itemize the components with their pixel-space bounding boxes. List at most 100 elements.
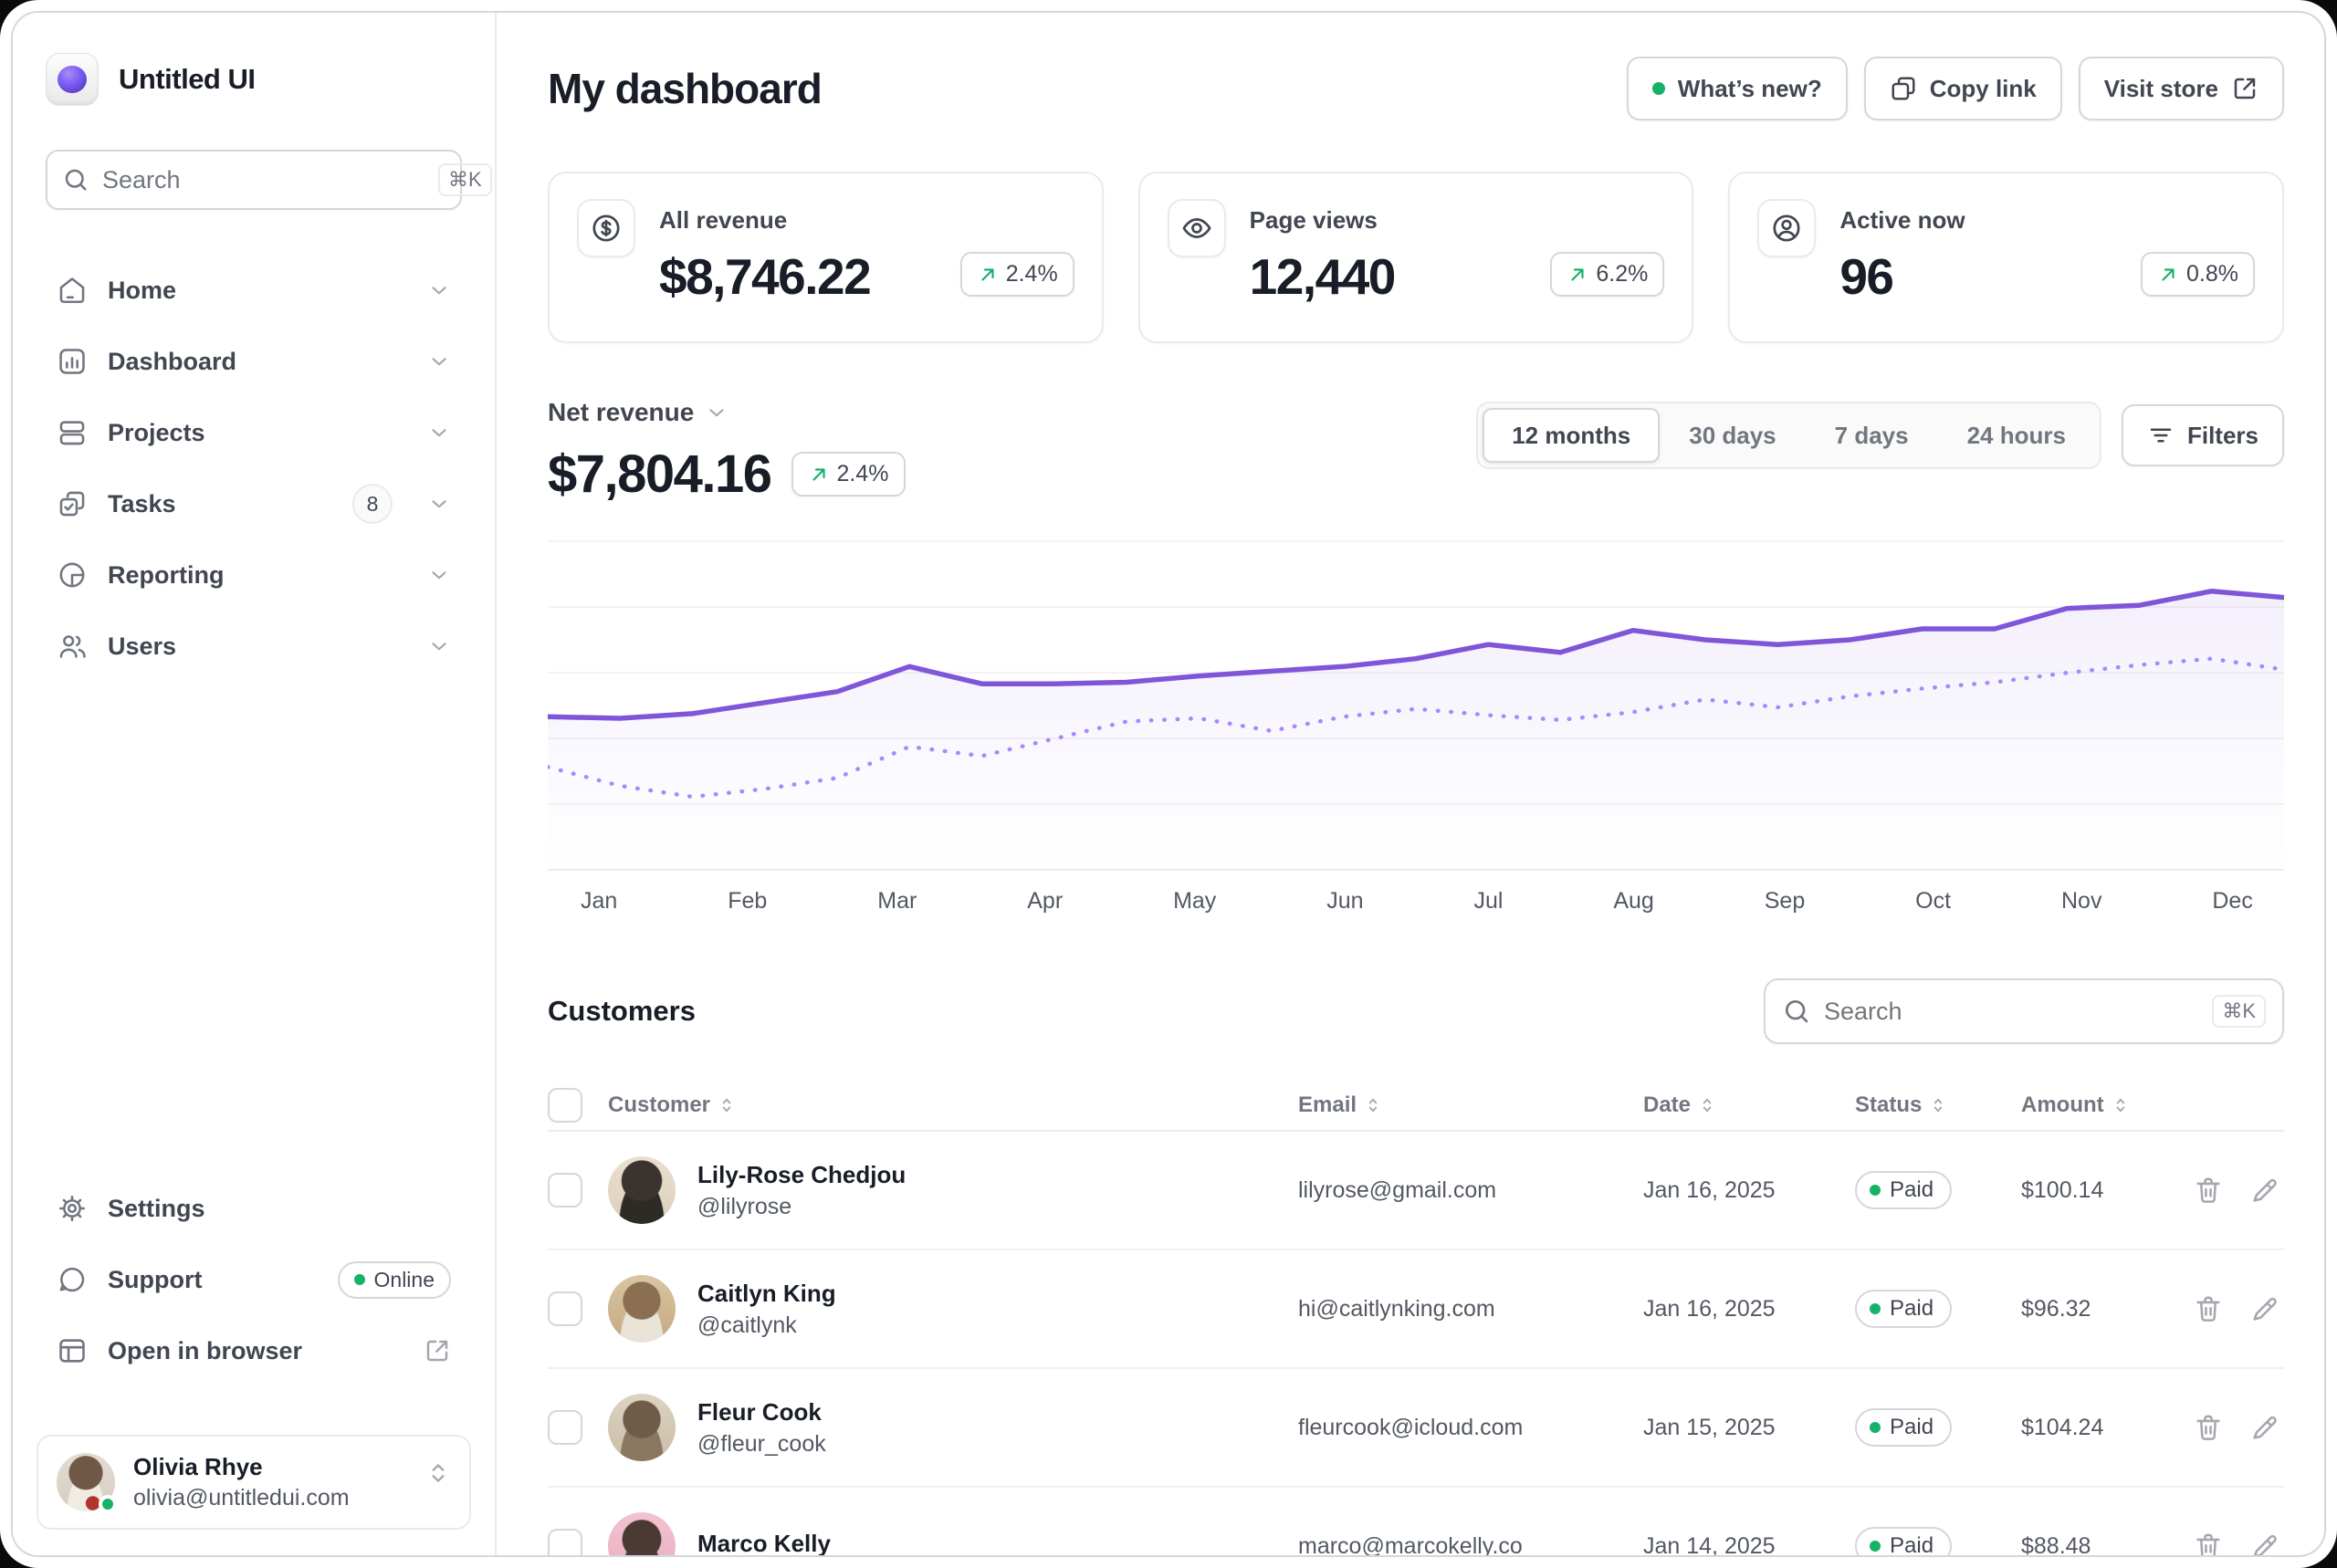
status-dot-icon [1870, 1422, 1881, 1433]
cell-email: hi@caitlynking.com [1298, 1295, 1495, 1322]
table-header-row: Customer Email Date Status Amount [548, 1081, 2284, 1132]
tab-24-hours[interactable]: 24 hours [1938, 408, 2095, 463]
trend-up-icon [977, 264, 999, 286]
gear-icon [57, 1193, 88, 1224]
users-icon [57, 631, 88, 662]
revenue-chart [548, 540, 2284, 873]
status-badge: Paid [1855, 1527, 1953, 1555]
user-circle-icon [1757, 199, 1817, 257]
cell-email: lilyrose@gmail.com [1298, 1176, 1497, 1203]
sort-icon [1698, 1096, 1716, 1114]
sidebar-item-support[interactable]: Support Online [46, 1250, 462, 1309]
cell-email: marco@marcokelly.co [1298, 1532, 1523, 1556]
edit-pencil-icon[interactable] [2249, 1293, 2280, 1324]
x-tick: Apr [1027, 888, 1064, 914]
row-checkbox[interactable] [548, 1173, 582, 1207]
customers-search-input[interactable]: ⌘K [1764, 978, 2284, 1044]
column-header-status[interactable]: Status [1855, 1092, 2021, 1118]
eye-icon [1167, 199, 1226, 257]
x-tick: Dec [2212, 888, 2253, 914]
column-header-email[interactable]: Email [1298, 1092, 1643, 1118]
cell-date: Jan 16, 2025 [1643, 1295, 1776, 1322]
tab-12-months[interactable]: 12 months [1483, 408, 1661, 463]
customers-title: Customers [548, 995, 696, 1027]
stat-card-all-revenue: All revenue $8,746.22 2.4% [548, 172, 1104, 343]
trash-icon[interactable] [2193, 1412, 2224, 1443]
status-dot-icon [1870, 1185, 1881, 1196]
sidebar-item-open-in-browser[interactable]: Open in browser [46, 1322, 462, 1380]
cell-email: fleurcook@icloud.com [1298, 1414, 1524, 1440]
sidebar-item-dashboard[interactable]: Dashboard [46, 332, 462, 391]
sort-icon [1364, 1096, 1382, 1114]
row-checkbox[interactable] [548, 1529, 582, 1555]
sidebar-item-home[interactable]: Home [46, 261, 462, 319]
rows-icon [57, 417, 88, 448]
visit-store-button[interactable]: Visit store [2078, 57, 2284, 120]
cell-amount: $88.48 [2021, 1532, 2091, 1556]
chevron-down-icon [427, 563, 451, 587]
sidebar-search-input[interactable]: ⌘K [46, 150, 492, 210]
pie-chart-icon [57, 559, 88, 591]
row-checkbox[interactable] [548, 1291, 582, 1326]
status-dot-icon [1870, 1303, 1881, 1314]
sidebar-item-reporting[interactable]: Reporting [46, 546, 462, 604]
header-actions: What’s new? Copy link Visit store [1626, 57, 2284, 120]
stat-card-active-now: Active now 96 0.8% [1728, 172, 2285, 343]
app-window: Untitled UI ⌘K Home [13, 13, 2324, 1555]
sidebar-nav: Home Dashboard Projects [46, 261, 462, 675]
user-email: olivia@untitledui.com [133, 1485, 350, 1511]
column-header-customer[interactable]: Customer [608, 1092, 1298, 1118]
edit-pencil-icon[interactable] [2249, 1175, 2280, 1206]
chevron-down-icon [705, 401, 728, 424]
filter-lines-icon [2147, 422, 2175, 449]
filters-button[interactable]: Filters [2121, 404, 2284, 466]
range-tab-group: 12 months 30 days 7 days 24 hours [1476, 402, 2101, 469]
range-controls: 12 months 30 days 7 days 24 hours Filter… [1476, 402, 2284, 469]
sidebar-item-tasks[interactable]: Tasks 8 [46, 475, 462, 533]
tab-7-days[interactable]: 7 days [1806, 408, 1938, 463]
x-tick: Jul [1473, 888, 1504, 914]
copy-link-button[interactable]: Copy link [1863, 57, 2062, 120]
table-row: Fleur Cook @fleur_cook fleurcook@icloud.… [548, 1369, 2284, 1488]
x-tick: Nov [2060, 888, 2102, 914]
trash-icon[interactable] [2193, 1293, 2224, 1324]
select-all-checkbox[interactable] [548, 1088, 582, 1123]
chevron-down-icon [427, 492, 451, 516]
avatar [608, 1394, 676, 1461]
customers-search-field[interactable] [1824, 997, 2200, 1026]
status-badge: Paid [1855, 1171, 1953, 1209]
column-header-date[interactable]: Date [1643, 1092, 1855, 1118]
trash-icon[interactable] [2193, 1531, 2224, 1555]
column-header-amount[interactable]: Amount [2021, 1092, 2153, 1118]
row-checkbox[interactable] [548, 1410, 582, 1445]
stat-value: 12,440 [1249, 248, 1397, 305]
trash-icon[interactable] [2193, 1175, 2224, 1206]
revenue-section-header: Net revenue $7,804.16 2.4% [548, 398, 2284, 505]
external-link-icon [2231, 75, 2258, 102]
user-menu[interactable]: Olivia Rhye olivia@untitledui.com [37, 1435, 471, 1530]
chat-icon [57, 1264, 88, 1295]
trend-up-icon [808, 464, 830, 486]
page-header: My dashboard What’s new? Copy link Visit… [548, 57, 2284, 120]
sort-icon [718, 1096, 736, 1114]
metric-select[interactable]: Net revenue [548, 398, 906, 427]
sidebar-item-settings[interactable]: Settings [46, 1179, 462, 1238]
chevron-down-icon [427, 421, 451, 444]
chevron-selector-icon [425, 1460, 451, 1486]
edit-pencil-icon[interactable] [2249, 1412, 2280, 1443]
online-dot-icon [353, 1274, 365, 1285]
edit-pencil-icon[interactable] [2249, 1531, 2280, 1555]
table-row: Caitlyn King @caitlynk hi@caitlynking.co… [548, 1250, 2284, 1369]
whats-new-button[interactable]: What’s new? [1626, 57, 1848, 120]
sidebar-item-projects[interactable]: Projects [46, 403, 462, 462]
chevron-down-icon [427, 278, 451, 302]
cell-amount: $104.24 [2021, 1414, 2104, 1440]
tab-30-days[interactable]: 30 days [1660, 408, 1805, 463]
brand-name: Untitled UI [119, 63, 256, 95]
tasks-count-badge: 8 [352, 484, 393, 524]
sidebar-search-field[interactable] [102, 165, 425, 194]
stat-delta-badge: 6.2% [1550, 252, 1665, 297]
sidebar-item-users[interactable]: Users [46, 617, 462, 675]
copy-icon [1890, 75, 1917, 102]
